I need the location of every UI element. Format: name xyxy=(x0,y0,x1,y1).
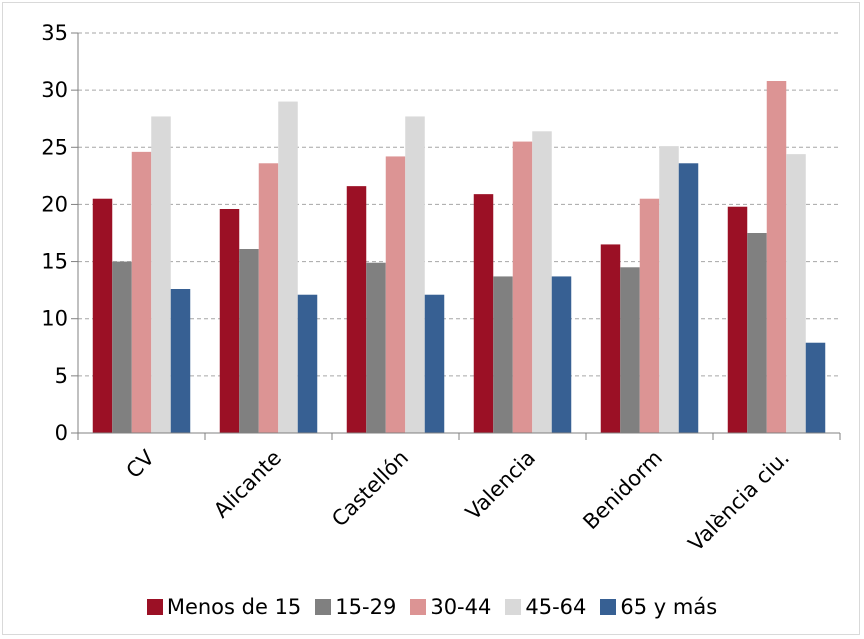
bars xyxy=(92,81,826,434)
bar xyxy=(532,131,552,434)
bar xyxy=(170,289,191,433)
gridlines xyxy=(78,32,840,377)
bar xyxy=(278,101,298,434)
legend-swatch xyxy=(600,599,617,615)
bar xyxy=(112,261,132,433)
legend-item: 65 y más xyxy=(600,595,717,619)
bar xyxy=(747,233,767,433)
bar xyxy=(92,198,113,433)
legend-label: 45-64 xyxy=(525,595,587,619)
y-tick-label: 10 xyxy=(41,307,68,331)
y-axis-ticks: 0 5 10 15 20 25 30 35 xyxy=(41,21,68,445)
legend-swatch xyxy=(315,599,332,615)
y-tick-label: 15 xyxy=(41,250,68,274)
x-axis-categories: CV Alicante Castellón Valencia Benidorm Valèn… xyxy=(122,445,794,556)
bar xyxy=(219,209,240,433)
bar xyxy=(786,154,806,433)
bar xyxy=(600,244,621,433)
legend-label: 30-44 xyxy=(430,595,492,619)
x-category-label: Benidorm xyxy=(578,446,667,535)
legend-item: 45-64 xyxy=(505,595,586,619)
legend-label: 15-29 xyxy=(335,595,397,619)
bar xyxy=(620,267,640,433)
x-category-label: Alicante xyxy=(209,446,286,523)
legend-item: 30-44 xyxy=(410,595,491,619)
axes xyxy=(71,32,841,440)
bar xyxy=(659,146,679,433)
bar xyxy=(639,198,660,433)
bar xyxy=(678,163,699,434)
bar xyxy=(551,276,572,433)
bar xyxy=(239,249,259,433)
y-tick-label: 25 xyxy=(41,135,68,159)
legend-item: 15-29 xyxy=(315,595,396,619)
bar xyxy=(366,262,386,433)
y-tick-label: 30 xyxy=(41,78,68,102)
y-tick-label: 0 xyxy=(55,421,68,445)
legend-swatch xyxy=(146,599,163,615)
bar xyxy=(424,294,445,433)
bar xyxy=(805,342,826,433)
y-tick-label: 35 xyxy=(41,21,68,45)
y-tick-label: 5 xyxy=(55,364,68,388)
bar xyxy=(727,206,748,433)
bar xyxy=(346,186,367,433)
x-category-label: Valencia xyxy=(461,446,540,525)
bar xyxy=(493,276,513,433)
bar xyxy=(131,151,152,433)
bar xyxy=(405,116,425,433)
legend-label: 65 y más xyxy=(620,595,718,619)
legend-swatch xyxy=(410,599,427,615)
legend-swatch xyxy=(505,599,522,615)
bar xyxy=(151,116,171,433)
bar xyxy=(258,163,279,434)
legend: Menos de 15 15-29 30-44 45-64 65 y más xyxy=(0,592,864,622)
legend-label: Menos de 15 xyxy=(166,595,302,619)
x-category-label: València ciu. xyxy=(684,446,794,556)
x-category-label: Castellón xyxy=(327,446,413,532)
bar xyxy=(297,294,318,433)
bar xyxy=(385,156,406,433)
legend-item: Menos de 15 xyxy=(146,595,302,619)
bar xyxy=(766,81,787,433)
bar xyxy=(473,194,494,433)
y-tick-label: 20 xyxy=(41,192,68,216)
bar xyxy=(512,141,533,434)
x-category-label: CV xyxy=(122,445,160,483)
